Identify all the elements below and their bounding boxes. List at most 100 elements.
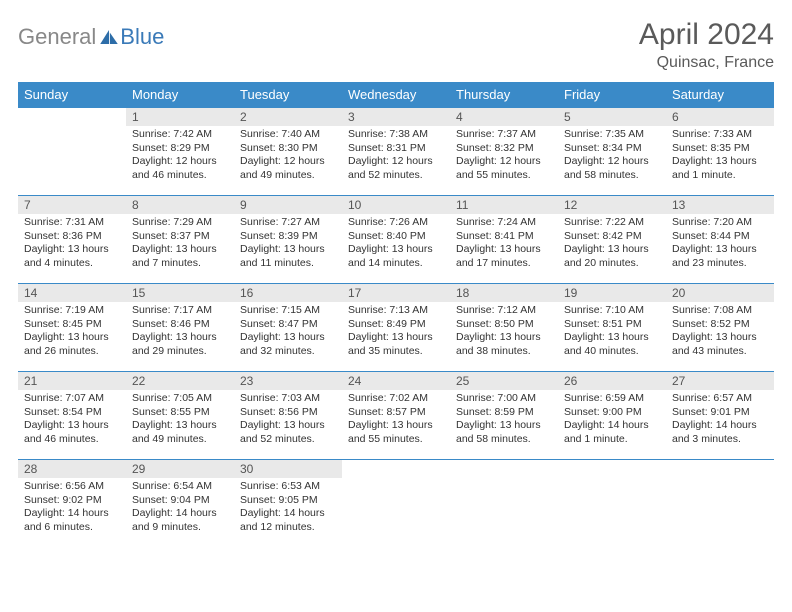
calendar-cell: 16Sunrise: 7:15 AMSunset: 8:47 PMDayligh… [234, 284, 342, 372]
calendar-cell: 25Sunrise: 7:00 AMSunset: 8:59 PMDayligh… [450, 372, 558, 460]
calendar-cell: 10Sunrise: 7:26 AMSunset: 8:40 PMDayligh… [342, 196, 450, 284]
calendar-cell: 7Sunrise: 7:31 AMSunset: 8:36 PMDaylight… [18, 196, 126, 284]
day-number: 21 [18, 372, 126, 390]
day-content: Sunrise: 7:37 AMSunset: 8:32 PMDaylight:… [450, 126, 558, 187]
calendar-cell: 11Sunrise: 7:24 AMSunset: 8:41 PMDayligh… [450, 196, 558, 284]
logo: General Blue [18, 24, 164, 50]
day-number: 18 [450, 284, 558, 302]
weekday-header: Tuesday [234, 82, 342, 108]
day-number: 11 [450, 196, 558, 214]
day-content: Sunrise: 7:10 AMSunset: 8:51 PMDaylight:… [558, 302, 666, 363]
day-content: Sunrise: 7:17 AMSunset: 8:46 PMDaylight:… [126, 302, 234, 363]
day-number: 27 [666, 372, 774, 390]
day-number: 25 [450, 372, 558, 390]
calendar-cell: 21Sunrise: 7:07 AMSunset: 8:54 PMDayligh… [18, 372, 126, 460]
calendar-row: 21Sunrise: 7:07 AMSunset: 8:54 PMDayligh… [18, 372, 774, 460]
day-content: Sunrise: 6:53 AMSunset: 9:05 PMDaylight:… [234, 478, 342, 539]
month-title: April 2024 [639, 18, 774, 52]
day-number: 5 [558, 108, 666, 126]
weekday-row: Sunday Monday Tuesday Wednesday Thursday… [18, 82, 774, 108]
calendar-cell [18, 108, 126, 196]
calendar-cell: 30Sunrise: 6:53 AMSunset: 9:05 PMDayligh… [234, 460, 342, 548]
location: Quinsac, France [639, 54, 774, 72]
day-content: Sunrise: 7:19 AMSunset: 8:45 PMDaylight:… [18, 302, 126, 363]
day-number: 22 [126, 372, 234, 390]
day-content: Sunrise: 7:00 AMSunset: 8:59 PMDaylight:… [450, 390, 558, 451]
day-content: Sunrise: 7:20 AMSunset: 8:44 PMDaylight:… [666, 214, 774, 275]
day-number: 19 [558, 284, 666, 302]
day-content: Sunrise: 6:56 AMSunset: 9:02 PMDaylight:… [18, 478, 126, 539]
calendar-row: 7Sunrise: 7:31 AMSunset: 8:36 PMDaylight… [18, 196, 774, 284]
day-number: 7 [18, 196, 126, 214]
day-content: Sunrise: 7:03 AMSunset: 8:56 PMDaylight:… [234, 390, 342, 451]
weekday-header: Wednesday [342, 82, 450, 108]
day-content: Sunrise: 7:31 AMSunset: 8:36 PMDaylight:… [18, 214, 126, 275]
day-content: Sunrise: 7:26 AMSunset: 8:40 PMDaylight:… [342, 214, 450, 275]
day-number: 16 [234, 284, 342, 302]
day-content: Sunrise: 7:29 AMSunset: 8:37 PMDaylight:… [126, 214, 234, 275]
calendar-cell: 14Sunrise: 7:19 AMSunset: 8:45 PMDayligh… [18, 284, 126, 372]
day-number: 9 [234, 196, 342, 214]
day-content: Sunrise: 7:27 AMSunset: 8:39 PMDaylight:… [234, 214, 342, 275]
header: General Blue April 2024 Quinsac, France [18, 18, 774, 72]
day-number: 17 [342, 284, 450, 302]
day-content: Sunrise: 7:15 AMSunset: 8:47 PMDaylight:… [234, 302, 342, 363]
calendar-cell: 13Sunrise: 7:20 AMSunset: 8:44 PMDayligh… [666, 196, 774, 284]
calendar-cell: 19Sunrise: 7:10 AMSunset: 8:51 PMDayligh… [558, 284, 666, 372]
day-content: Sunrise: 7:22 AMSunset: 8:42 PMDaylight:… [558, 214, 666, 275]
calendar-cell [666, 460, 774, 548]
day-content: Sunrise: 7:07 AMSunset: 8:54 PMDaylight:… [18, 390, 126, 451]
calendar-cell: 27Sunrise: 6:57 AMSunset: 9:01 PMDayligh… [666, 372, 774, 460]
calendar-cell: 12Sunrise: 7:22 AMSunset: 8:42 PMDayligh… [558, 196, 666, 284]
day-content: Sunrise: 7:38 AMSunset: 8:31 PMDaylight:… [342, 126, 450, 187]
calendar-cell: 5Sunrise: 7:35 AMSunset: 8:34 PMDaylight… [558, 108, 666, 196]
day-content: Sunrise: 7:08 AMSunset: 8:52 PMDaylight:… [666, 302, 774, 363]
calendar-cell: 26Sunrise: 6:59 AMSunset: 9:00 PMDayligh… [558, 372, 666, 460]
calendar-cell: 3Sunrise: 7:38 AMSunset: 8:31 PMDaylight… [342, 108, 450, 196]
day-content: Sunrise: 6:54 AMSunset: 9:04 PMDaylight:… [126, 478, 234, 539]
day-content: Sunrise: 7:42 AMSunset: 8:29 PMDaylight:… [126, 126, 234, 187]
calendar-cell [558, 460, 666, 548]
logo-sail-icon [100, 30, 118, 44]
day-number: 8 [126, 196, 234, 214]
calendar-cell: 2Sunrise: 7:40 AMSunset: 8:30 PMDaylight… [234, 108, 342, 196]
calendar-row: 1Sunrise: 7:42 AMSunset: 8:29 PMDaylight… [18, 108, 774, 196]
calendar-cell: 28Sunrise: 6:56 AMSunset: 9:02 PMDayligh… [18, 460, 126, 548]
day-content: Sunrise: 7:33 AMSunset: 8:35 PMDaylight:… [666, 126, 774, 187]
day-number: 13 [666, 196, 774, 214]
calendar-body: 1Sunrise: 7:42 AMSunset: 8:29 PMDaylight… [18, 108, 774, 548]
calendar-row: 28Sunrise: 6:56 AMSunset: 9:02 PMDayligh… [18, 460, 774, 548]
day-number: 14 [18, 284, 126, 302]
calendar-cell: 1Sunrise: 7:42 AMSunset: 8:29 PMDaylight… [126, 108, 234, 196]
day-number: 30 [234, 460, 342, 478]
day-number: 3 [342, 108, 450, 126]
calendar-cell: 9Sunrise: 7:27 AMSunset: 8:39 PMDaylight… [234, 196, 342, 284]
calendar-cell: 17Sunrise: 7:13 AMSunset: 8:49 PMDayligh… [342, 284, 450, 372]
day-content: Sunrise: 7:05 AMSunset: 8:55 PMDaylight:… [126, 390, 234, 451]
day-content: Sunrise: 7:02 AMSunset: 8:57 PMDaylight:… [342, 390, 450, 451]
calendar-cell [450, 460, 558, 548]
calendar-cell: 8Sunrise: 7:29 AMSunset: 8:37 PMDaylight… [126, 196, 234, 284]
weekday-header: Saturday [666, 82, 774, 108]
calendar-table: Sunday Monday Tuesday Wednesday Thursday… [18, 82, 774, 548]
day-number: 20 [666, 284, 774, 302]
day-content: Sunrise: 7:13 AMSunset: 8:49 PMDaylight:… [342, 302, 450, 363]
calendar-cell [342, 460, 450, 548]
day-number: 15 [126, 284, 234, 302]
weekday-header: Friday [558, 82, 666, 108]
calendar-cell: 22Sunrise: 7:05 AMSunset: 8:55 PMDayligh… [126, 372, 234, 460]
day-number: 24 [342, 372, 450, 390]
calendar-cell: 6Sunrise: 7:33 AMSunset: 8:35 PMDaylight… [666, 108, 774, 196]
day-number: 12 [558, 196, 666, 214]
logo-text-blue: Blue [120, 24, 164, 50]
calendar-row: 14Sunrise: 7:19 AMSunset: 8:45 PMDayligh… [18, 284, 774, 372]
calendar-cell: 29Sunrise: 6:54 AMSunset: 9:04 PMDayligh… [126, 460, 234, 548]
day-number: 4 [450, 108, 558, 126]
day-content: Sunrise: 7:40 AMSunset: 8:30 PMDaylight:… [234, 126, 342, 187]
weekday-header: Sunday [18, 82, 126, 108]
day-number: 28 [18, 460, 126, 478]
day-number: 29 [126, 460, 234, 478]
day-content: Sunrise: 7:12 AMSunset: 8:50 PMDaylight:… [450, 302, 558, 363]
calendar-cell: 4Sunrise: 7:37 AMSunset: 8:32 PMDaylight… [450, 108, 558, 196]
calendar-cell: 24Sunrise: 7:02 AMSunset: 8:57 PMDayligh… [342, 372, 450, 460]
